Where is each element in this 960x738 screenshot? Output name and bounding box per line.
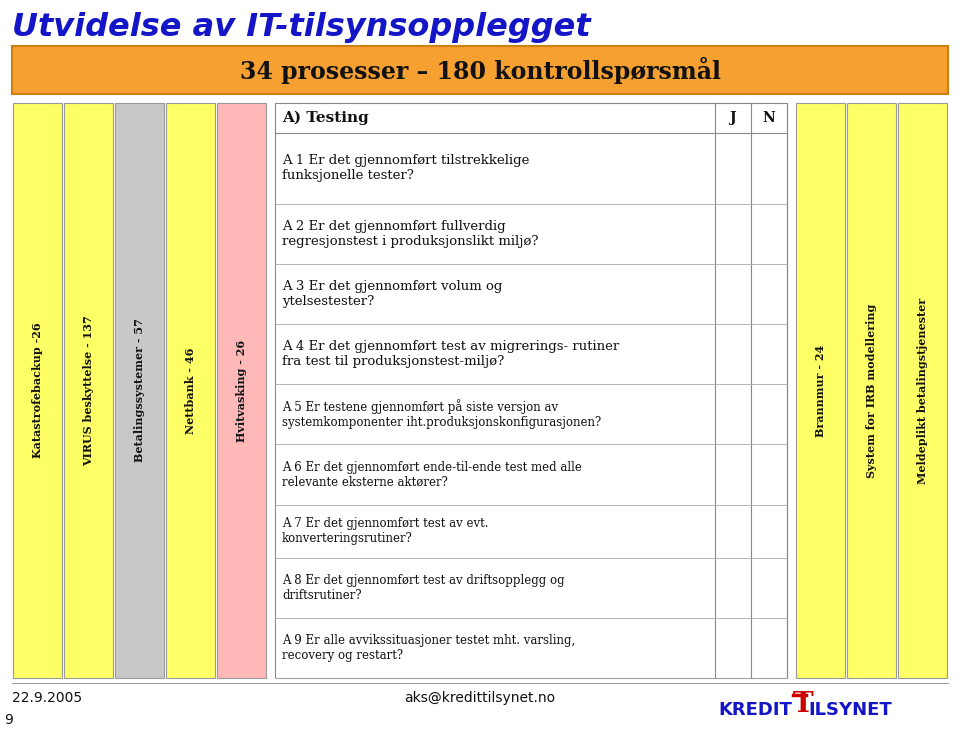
Bar — [166, 103, 215, 678]
Bar — [796, 103, 845, 678]
Text: A 7 Er det gjennomført test av evt.
konverteringsrutiner?: A 7 Er det gjennomført test av evt. konv… — [282, 517, 489, 545]
Bar — [275, 103, 787, 678]
Bar — [847, 103, 896, 678]
Text: A 1 Er det gjennomført tilstrekkelige
funksjonelle tester?: A 1 Er det gjennomført tilstrekkelige fu… — [282, 154, 529, 182]
Text: A 2 Er det gjennomført fullverdig
regresjonstest i produksjonslikt miljø?: A 2 Er det gjennomført fullverdig regres… — [282, 220, 539, 248]
Bar — [64, 103, 113, 678]
Text: A 4 Er det gjennomført test av migrerings- rutiner
fra test til produksjonstest-: A 4 Er det gjennomført test av migrering… — [282, 340, 619, 368]
Bar — [898, 103, 947, 678]
Text: KREDIT: KREDIT — [718, 701, 792, 719]
Text: Brannmur - 24: Brannmur - 24 — [815, 345, 826, 437]
Bar — [115, 103, 164, 678]
Bar — [217, 103, 266, 678]
Text: J: J — [730, 111, 736, 125]
Text: N: N — [762, 111, 776, 125]
Text: aks@kredittilsynet.no: aks@kredittilsynet.no — [404, 691, 556, 705]
Bar — [13, 103, 62, 678]
Text: T: T — [793, 692, 814, 719]
Text: Meldeplikt betalingstjenester: Meldeplikt betalingstjenester — [917, 297, 928, 483]
Text: 22.9.2005: 22.9.2005 — [12, 691, 83, 705]
Text: System for IRB modellering: System for IRB modellering — [866, 303, 877, 477]
Text: A) Testing: A) Testing — [282, 111, 369, 125]
Text: Utvidelse av IT-tilsynsopplegget: Utvidelse av IT-tilsynsopplegget — [12, 12, 590, 43]
Text: Betalingssystemer - 57: Betalingssystemer - 57 — [134, 319, 145, 463]
Text: A 8 Er det gjennomført test av driftsopplegg og
driftsrutiner?: A 8 Er det gjennomført test av driftsopp… — [282, 573, 564, 601]
Text: 9: 9 — [4, 713, 12, 727]
Text: VIRUS beskyttelse - 137: VIRUS beskyttelse - 137 — [83, 315, 94, 466]
Text: Nettbank - 46: Nettbank - 46 — [185, 348, 196, 434]
Text: Katastrofebackup -26: Katastrofebackup -26 — [32, 323, 43, 458]
Text: A 5 Er testene gjennomført på siste versjon av
systemkomponenter iht.produksjons: A 5 Er testene gjennomført på siste vers… — [282, 399, 601, 430]
Text: ILSYNET: ILSYNET — [808, 701, 892, 719]
Text: Hvitvasking - 26: Hvitvasking - 26 — [236, 339, 247, 441]
Text: A 3 Er det gjennomført volum og
ytelsestester?: A 3 Er det gjennomført volum og ytelsest… — [282, 280, 502, 308]
Bar — [12, 46, 948, 94]
Text: A 9 Er alle avvikssituasjoner testet mht. varsling,
recovery og restart?: A 9 Er alle avvikssituasjoner testet mht… — [282, 634, 575, 662]
Text: 34 prosesser – 180 kontrollspørsmål: 34 prosesser – 180 kontrollspørsmål — [239, 57, 721, 83]
Text: A 6 Er det gjennomført ende-til-ende test med alle
relevante eksterne aktører?: A 6 Er det gjennomført ende-til-ende tes… — [282, 461, 582, 489]
